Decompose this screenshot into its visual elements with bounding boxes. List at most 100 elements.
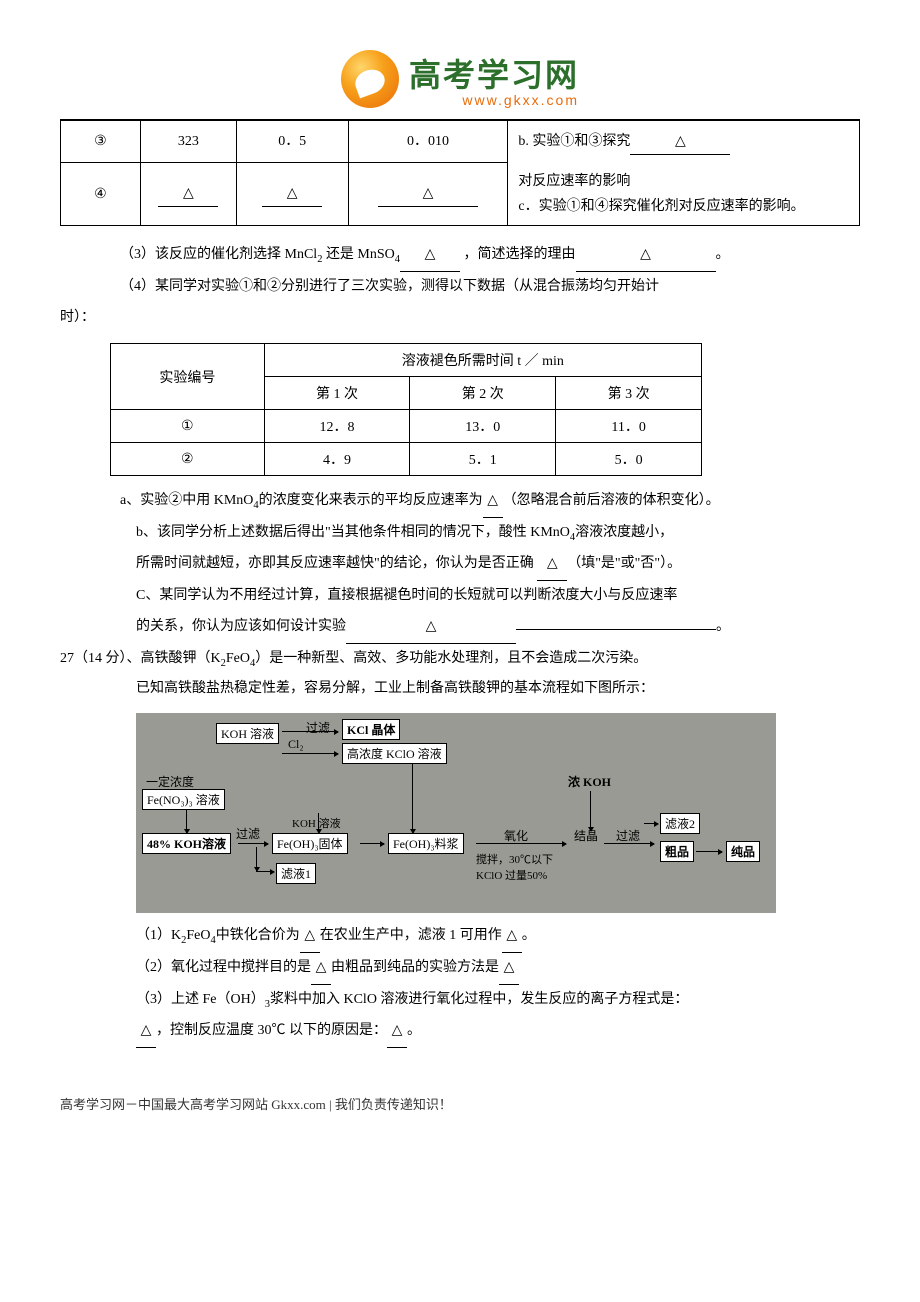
cell-val: 323	[140, 121, 236, 163]
cell-id: ②	[111, 443, 265, 476]
blank-field: △	[576, 240, 716, 272]
desc-line: c．实验①和④探究催化剂对反应速率的影响。	[518, 199, 804, 214]
text: a、实验②中用 KMnO	[120, 493, 253, 508]
text: （4）某同学对实验①和②分别进行了三次实验，测得以下数据（从混合振荡均匀开始计	[120, 279, 659, 294]
question-4-intro-b: 时）：	[60, 303, 860, 334]
text: 。	[407, 1023, 421, 1038]
col-header: 第 3 次	[556, 377, 702, 410]
col-header: 第 2 次	[410, 377, 556, 410]
arrow-icon	[318, 813, 319, 833]
cell-blank: △	[140, 163, 236, 226]
node-feno3: Fe(NO₃)₃ 溶液	[142, 789, 225, 810]
text: （1）K	[136, 928, 181, 943]
label-filter: 过滤	[306, 719, 330, 736]
label-conc: 一定浓度	[146, 773, 194, 790]
question-27-4: △，控制反应温度 30℃ 以下的原因是：△。	[60, 1016, 860, 1048]
text: 浆料中加入 KClO 溶液进行氧化过程中，发生反应的离子方程式是：	[270, 992, 688, 1007]
label-excess: KClO 过量50%	[476, 867, 547, 883]
arrow-icon	[360, 843, 384, 844]
node-koh: KOH 溶液	[216, 723, 279, 744]
arrow-icon	[644, 823, 658, 824]
label-conc-koh: 浓 KOH	[568, 773, 611, 790]
logo-block: 高考学习网 www.gkxx.com	[60, 50, 860, 113]
text: （填"是"或"否"）。	[567, 556, 681, 571]
question-4a: a、实验②中用 KMnO4的浓度变化来表示的平均反应速率为△（忽略混合前后溶液的…	[60, 486, 860, 518]
text: 。	[716, 619, 730, 634]
cell-blank: △	[236, 163, 348, 226]
site-logo: 高考学习网 www.gkxx.com	[341, 50, 579, 108]
desc-line: 对反应速率的影响	[518, 174, 630, 189]
text: （忽略混合前后溶液的体积变化）。	[503, 493, 720, 508]
text: 。	[716, 247, 730, 262]
cell-val: 13．0	[410, 410, 556, 443]
logo-text: 高考学习网 www.gkxx.com	[409, 50, 579, 108]
blank-field: △	[136, 1016, 156, 1048]
text: b、该同学分析上述数据后得出"当其他条件相同的情况下，酸性 KMnO	[136, 525, 570, 540]
text: 中铁化合价为	[216, 928, 300, 943]
arrow-icon	[256, 847, 257, 871]
blank-field: △	[378, 181, 478, 207]
text: 由粗品到纯品的实验方法是	[331, 960, 499, 975]
node-feoh3-slurry: Fe(OH)₃料浆	[388, 833, 464, 854]
blank-field: △	[300, 921, 320, 953]
text: 溶液浓度越小，	[575, 525, 673, 540]
text: ）是一种新型、高效、多功能水处理剂，且不会造成二次污染。	[255, 651, 647, 666]
question-27-1: （1）K2FeO4中铁化合价为△在农业生产中，滤液 1 可用作△。	[60, 921, 860, 953]
node-koh48: 48% KOH溶液	[142, 833, 231, 854]
text: （2）氧化过程中搅拌目的是	[136, 960, 311, 975]
node-filtrate2: 滤液2	[660, 813, 700, 834]
blank-field: △	[537, 549, 567, 581]
blank-field: △	[502, 921, 522, 953]
question-4c-l1: C、某同学认为不用经过计算，直接根据褪色时间的长短就可以判断浓度大小与反应速率	[60, 581, 860, 612]
label-oxid: 氧化	[504, 827, 528, 844]
text: 在农业生产中，滤液 1 可用作	[320, 928, 502, 943]
col-label: 实验编号	[111, 344, 265, 410]
text: 。	[522, 928, 536, 943]
question-4-intro: （4）某同学对实验①和②分别进行了三次实验，测得以下数据（从混合振荡均匀开始计	[60, 272, 860, 303]
question-27-3: （3）上述 Fe（OH）3浆料中加入 KClO 溶液进行氧化过程中，发生反应的离…	[60, 985, 860, 1016]
blank-field: △	[387, 1016, 407, 1048]
text: 的关系，你认为应该如何设计实验	[136, 619, 346, 634]
text: （3）该反应的催化剂选择 MnCl	[120, 247, 317, 262]
node-kclo: 高浓度 KClO 溶液	[342, 743, 447, 764]
text: 所需时间就越短，亦即其反应速率越快"的结论，你认为是否正确	[136, 556, 534, 571]
table-row: ④ △ △ △ 对反应速率的影响 c．实验①和④探究催化剂对反应速率的影响。	[61, 163, 860, 226]
label-cl2: Cl₂	[288, 737, 304, 752]
conditions-table: ③ 323 0．5 0．010 b. 实验①和③探究△ ④ △ △ △ 对反应速…	[60, 120, 860, 226]
cell-val: 0．010	[348, 121, 508, 163]
node-kcl: KCl 晶体	[342, 719, 400, 740]
arrow-icon	[590, 791, 591, 831]
question-3: （3）该反应的催化剂选择 MnCl2 还是 MnSO4△ ，简述选择的理由△。	[60, 240, 860, 272]
text: ，简述选择的理由	[464, 247, 576, 262]
times-table: 实验编号 溶液褪色所需时间 t ／ min 第 1 次 第 2 次 第 3 次 …	[110, 343, 702, 476]
text: 的浓度变化来表示的平均反应速率为	[259, 493, 483, 508]
cell-blank: △	[348, 163, 508, 226]
table-row: ① 12．8 13．0 11．0	[111, 410, 702, 443]
col-header-main: 溶液褪色所需时间 t ／ min	[264, 344, 701, 377]
blank-field: △	[400, 240, 460, 272]
text: FeO	[186, 928, 210, 943]
cell-id: ④	[61, 163, 141, 226]
arrow-icon	[238, 843, 268, 844]
question-4b: b、该同学分析上述数据后得出"当其他条件相同的情况下，酸性 KMnO4溶液浓度越…	[60, 518, 860, 549]
arrow-icon	[412, 763, 413, 833]
question-4c-l2: 的关系，你认为应该如何设计实验△。	[60, 612, 860, 644]
arrow-icon	[282, 731, 338, 732]
blank-field: △	[311, 953, 331, 985]
cell-desc: b. 实验①和③探究△	[508, 121, 860, 163]
process-diagram: KOH 溶液 过滤 KCl 晶体 Cl₂ 高浓度 KClO 溶液 一定浓度 Fe…	[136, 713, 776, 913]
cell-val: 5．1	[410, 443, 556, 476]
node-feoh3-solid: Fe(OH)₃固体	[272, 833, 348, 854]
logo-title: 高考学习网	[409, 50, 579, 96]
cell-val: 4．9	[264, 443, 410, 476]
node-pure: 纯品	[726, 841, 760, 862]
question-4b-l2: 所需时间就越短，亦即其反应速率越快"的结论，你认为是否正确 △（填"是"或"否"…	[60, 549, 860, 581]
arrow-icon	[282, 753, 338, 754]
text: 27（14 分）、高铁酸钾（K	[60, 651, 221, 666]
cell-id: ③	[61, 121, 141, 163]
blank-field: △	[483, 486, 503, 518]
label-filter: 过滤	[236, 825, 260, 842]
table-row: ② 4．9 5．1 5．0	[111, 443, 702, 476]
cell-id: ①	[111, 410, 265, 443]
blank-field: △	[630, 129, 730, 155]
